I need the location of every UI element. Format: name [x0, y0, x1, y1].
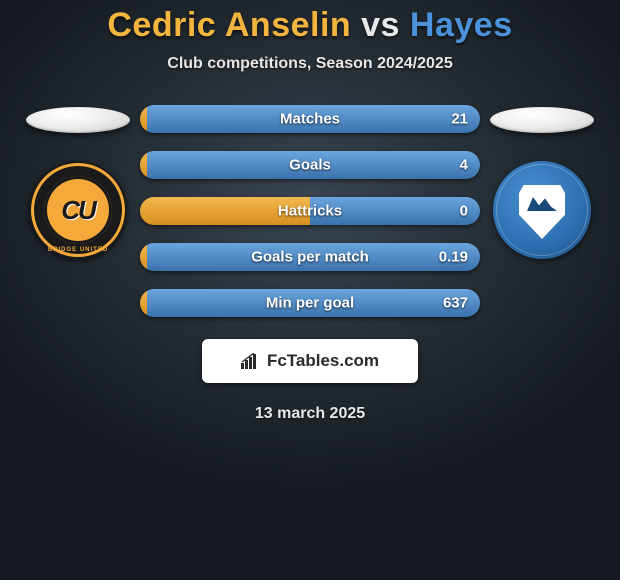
left-club-logo: CU BRIDGE UNITED: [29, 161, 127, 259]
right-ellipse-shadow: [490, 107, 594, 133]
stat-value-right: 0: [460, 203, 468, 220]
logo-ring-text: BRIDGE UNITED: [29, 247, 127, 253]
bar-right-segment: [147, 105, 480, 133]
stat-value-right: 0.19: [439, 249, 468, 266]
right-side: [482, 105, 602, 259]
logo-shield-icon: [519, 185, 565, 239]
stat-value-right: 637: [443, 295, 468, 312]
player2-name: Hayes: [410, 6, 513, 44]
player1-name: Cedric Anselin: [107, 6, 351, 44]
bar-left-segment: [140, 197, 310, 225]
main-row: CU BRIDGE UNITED Matches21 Goals4 Hattrick…: [0, 105, 620, 317]
bar-left-segment: [140, 105, 147, 133]
brand-text: FcTables.com: [267, 351, 379, 371]
bar-left-segment: [140, 243, 147, 271]
stat-bar: [140, 151, 480, 179]
stat-bar: [140, 243, 480, 271]
right-club-logo: [493, 161, 591, 259]
stat-row: Goals per match0.19: [140, 243, 480, 271]
stat-row: Hattricks0: [140, 197, 480, 225]
stat-bar: [140, 105, 480, 133]
bar-left-segment: [140, 151, 147, 179]
infographic-content: Cedric Anselin vs Hayes Club competition…: [0, 0, 620, 423]
comparison-title: Cedric Anselin vs Hayes: [107, 6, 512, 45]
stat-row: Goals4: [140, 151, 480, 179]
bar-right-segment: [147, 151, 480, 179]
logo-abbrev: CU: [61, 195, 95, 226]
left-ellipse-shadow: [26, 107, 130, 133]
date-text: 13 march 2025: [255, 405, 365, 423]
bar-left-segment: [140, 289, 147, 317]
vs-text: vs: [361, 6, 400, 44]
stat-row: Min per goal637: [140, 289, 480, 317]
left-side: CU BRIDGE UNITED: [18, 105, 138, 259]
stats-bars: Matches21 Goals4 Hattricks0 Goals per match…: [138, 105, 482, 317]
subtitle: Club competitions, Season 2024/2025: [167, 55, 452, 73]
bar-right-segment: [310, 197, 480, 225]
stat-value-right: 4: [460, 157, 468, 174]
bar-right-segment: [147, 243, 480, 271]
stat-value-right: 21: [451, 111, 468, 128]
brand-badge: FcTables.com: [202, 339, 418, 383]
stat-bar: [140, 197, 480, 225]
stat-bar: [140, 289, 480, 317]
chart-icon: [241, 353, 261, 369]
logo-inner-circle: CU: [44, 176, 112, 244]
stat-row: Matches21: [140, 105, 480, 133]
bar-right-segment: [147, 289, 480, 317]
